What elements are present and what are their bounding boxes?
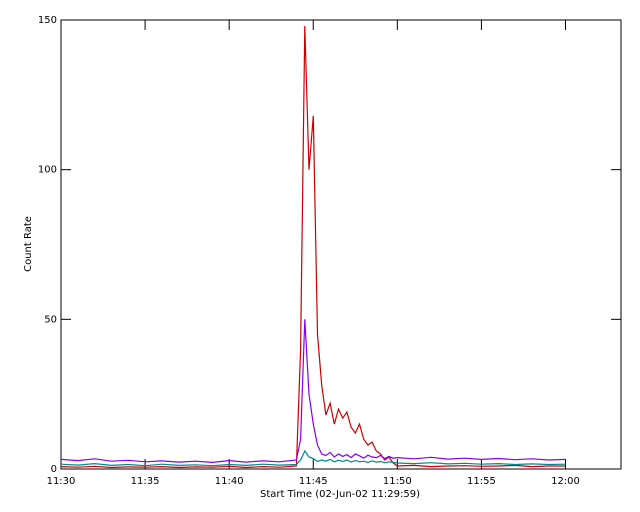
x-tick-label: 11:50 xyxy=(383,476,412,487)
y-tick-label: 100 xyxy=(38,165,57,176)
plot-frame xyxy=(60,19,622,470)
y-tick-label: 50 xyxy=(44,314,57,325)
x-tick-label: 11:40 xyxy=(215,476,244,487)
data-line xyxy=(60,449,566,467)
y-axis-label: Count Rate xyxy=(23,216,34,272)
x-tick-label: 12:00 xyxy=(551,476,580,487)
x-tick-label: 11:35 xyxy=(131,476,160,487)
x-tick-label: 11:45 xyxy=(299,476,328,487)
x-tick-label: 11:30 xyxy=(47,476,76,487)
y-tick-label: 0 xyxy=(51,464,57,475)
x-tick-label: 11:55 xyxy=(467,476,496,487)
x-axis-label: Start Time (02-Jun-02 11:29:59) xyxy=(260,489,420,500)
data-line xyxy=(60,319,566,464)
data-line xyxy=(60,25,566,469)
y-tick-label: 150 xyxy=(38,15,57,26)
